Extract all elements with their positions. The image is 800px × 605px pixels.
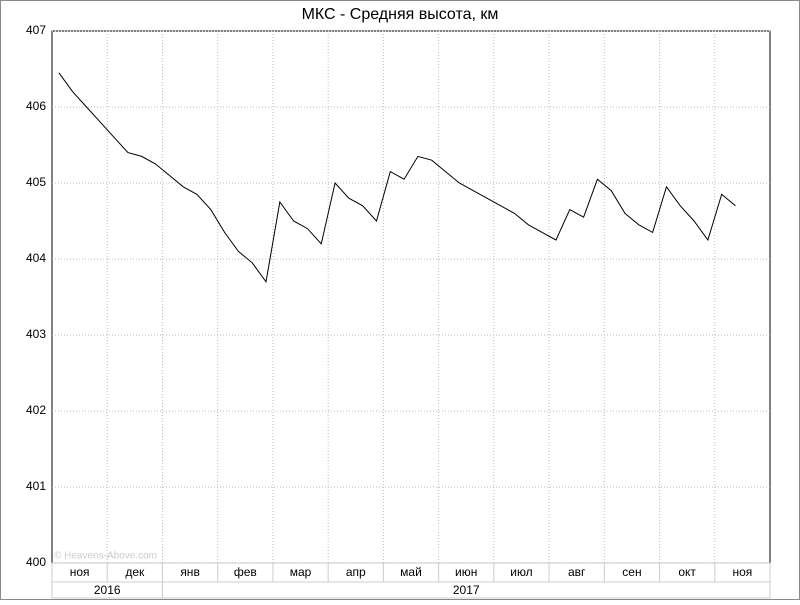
- x-tick-label: авг: [568, 565, 586, 579]
- y-tick-label: 404: [26, 251, 46, 265]
- x-tick-label: ноя: [732, 565, 752, 579]
- x-tick-label: фев: [234, 565, 257, 579]
- y-tick-label: 405: [26, 175, 46, 189]
- x-tick-label: апр: [346, 565, 366, 579]
- x-tick-label: окт: [678, 565, 696, 579]
- y-tick-label: 403: [26, 327, 46, 341]
- watermark: © Heavens-Above.com: [54, 551, 157, 562]
- y-tick-label: 406: [26, 99, 46, 113]
- x-tick-label: июн: [455, 565, 477, 579]
- y-tick-label: 402: [26, 403, 46, 417]
- x-tick-label: ноя: [70, 565, 90, 579]
- x-tick-label: май: [400, 565, 422, 579]
- x-tick-label: июл: [510, 565, 532, 579]
- year-label: 2016: [94, 583, 121, 597]
- y-tick-label: 401: [26, 479, 46, 493]
- y-tick-label: 400: [26, 555, 46, 569]
- x-tick-label: янв: [180, 565, 200, 579]
- x-tick-label: дек: [125, 565, 145, 579]
- y-tick-label: 407: [26, 23, 46, 37]
- plot-area: [51, 30, 771, 564]
- series-line: [58, 72, 736, 284]
- chart-title: МКС - Средняя высота, км: [302, 6, 499, 23]
- x-axis-box: [51, 562, 771, 599]
- year-label: 2017: [453, 583, 480, 597]
- x-tick-label: мар: [290, 565, 312, 579]
- x-tick-label: сен: [622, 565, 641, 579]
